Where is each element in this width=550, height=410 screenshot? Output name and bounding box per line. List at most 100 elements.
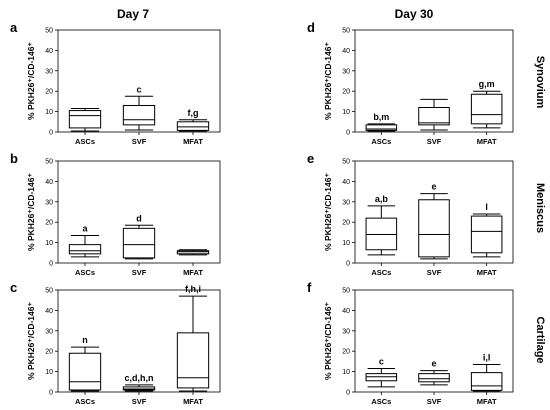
y-tick-label: 10 (342, 109, 350, 116)
box-iqr (176, 121, 210, 131)
box-mfat: i,l (470, 352, 503, 392)
panel-a: a % PKH26⁺/CD-146⁺ 0 10 20 30 40 50 ASCs SVF MFAT c… (10, 20, 221, 146)
x-category-label: SVF (427, 137, 442, 146)
box-svf: d (122, 213, 156, 260)
box-mfat: g,m (470, 79, 503, 129)
box-iqr (122, 227, 156, 259)
y-tick-label: 40 (45, 179, 53, 186)
box-mfat: l (470, 202, 503, 258)
tissue-meniscus: Meniscus (534, 183, 546, 233)
significance-label: l (485, 202, 488, 212)
y-tick-label: 10 (342, 240, 350, 247)
box-ascs: c (365, 357, 398, 388)
y-tick-label: 50 (45, 28, 53, 35)
y-tick-label: 10 (45, 109, 53, 116)
significance-label: c (136, 84, 141, 94)
box-iqr (418, 373, 450, 383)
x-category-label: SVF (427, 397, 442, 406)
x-category-label: SVF (132, 268, 147, 277)
x-category-label: SVF (427, 268, 442, 277)
box-iqr (122, 104, 156, 126)
x-category-label: ASCs (371, 268, 391, 277)
x-category-label: ASCs (75, 397, 95, 406)
y-tick-label: 40 (342, 308, 350, 315)
y-tick-label: 50 (342, 159, 350, 166)
y-tick-label: 20 (342, 220, 350, 227)
significance-label: g,m (479, 79, 495, 89)
y-tick-label: 40 (342, 179, 350, 186)
panel-c: c % PKH26⁺/CD-146⁺ 0 10 20 30 40 50 ASCs SVF MFAT n… (10, 280, 221, 406)
box-iqr (365, 373, 398, 382)
panel-d: d % PKH26⁺/CD-146⁺ 0 10 20 30 40 50 ASCs SVF MFAT b… (307, 20, 514, 146)
box-iqr (122, 386, 156, 391)
y-tick-label: 20 (45, 89, 53, 96)
x-category-label: MFAT (477, 137, 497, 146)
x-category-label: SVF (132, 397, 147, 406)
box-iqr (418, 199, 450, 258)
x-category-label: MFAT (183, 268, 203, 277)
x-category-label: ASCs (75, 268, 95, 277)
y-axis-label: % PKH26⁺/CD-146⁺ (323, 173, 333, 251)
day7-title: Day 7 (117, 7, 149, 21)
x-category-label: MFAT (183, 397, 203, 406)
y-tick-label: 10 (342, 369, 350, 376)
box-svf: e (418, 182, 450, 260)
significance-label: f,h,i (185, 284, 201, 294)
panel-e: e % PKH26⁺/CD-146⁺ 0 10 20 30 40 50 ASCs SVF MFAT a… (307, 151, 514, 277)
box-iqr (418, 107, 450, 126)
panel-letter: e (307, 151, 314, 166)
box-ascs: b,m (365, 112, 398, 132)
y-tick-label: 50 (342, 288, 350, 295)
box-ascs: n (68, 335, 102, 392)
box-ascs: a (68, 223, 102, 258)
box-iqr (365, 217, 398, 251)
y-tick-label: 10 (45, 240, 53, 247)
x-category-label: ASCs (371, 397, 391, 406)
y-tick-label: 20 (45, 220, 53, 227)
x-category-label: ASCs (75, 137, 95, 146)
x-category-label: MFAT (183, 137, 203, 146)
box-svf: e (418, 359, 450, 386)
y-tick-label: 40 (45, 308, 53, 315)
y-tick-label: 50 (342, 28, 350, 35)
box-iqr (176, 332, 210, 389)
box-mfat: f,g (176, 108, 210, 132)
box-iqr (68, 110, 102, 129)
box-svf (418, 98, 450, 131)
box-iqr (470, 93, 503, 125)
y-tick-label: 0 (49, 390, 53, 397)
y-tick-label: 20 (342, 349, 350, 356)
y-axis-label: % PKH26⁺/CD-146⁺ (26, 42, 36, 120)
significance-label: a,b (375, 194, 389, 204)
tissue-cartilage: Cartilage (534, 316, 546, 363)
y-tick-label: 50 (45, 288, 53, 295)
significance-label: n (82, 335, 88, 345)
y-tick-label: 30 (342, 199, 350, 206)
panel-letter: c (10, 280, 17, 295)
x-category-label: MFAT (477, 397, 497, 406)
significance-label: e (431, 359, 436, 369)
y-tick-label: 0 (346, 130, 350, 137)
box-ascs: a,b (365, 194, 398, 256)
box-mfat: f,h,i (176, 284, 210, 392)
box-mfat (176, 249, 210, 256)
panel-letter: a (10, 20, 18, 35)
box-iqr (470, 372, 503, 391)
y-tick-label: 20 (45, 349, 53, 356)
significance-label: i,l (483, 352, 491, 362)
x-category-label: ASCs (371, 137, 391, 146)
y-tick-label: 30 (45, 68, 53, 75)
y-tick-label: 30 (45, 328, 53, 335)
y-tick-label: 0 (49, 130, 53, 137)
panel-letter: d (307, 20, 315, 35)
panel-b: b % PKH26⁺/CD-146⁺ 0 10 20 30 40 50 ASCs SVF MFAT a… (10, 151, 221, 277)
box-iqr (365, 124, 398, 131)
y-axis-label: % PKH26⁺/CD-146⁺ (26, 173, 36, 251)
y-tick-label: 30 (342, 68, 350, 75)
y-tick-label: 10 (45, 369, 53, 376)
y-axis-label: % PKH26⁺/CD-146⁺ (26, 302, 36, 380)
y-axis-label: % PKH26⁺/CD-146⁺ (323, 302, 333, 380)
y-tick-label: 0 (49, 261, 53, 268)
